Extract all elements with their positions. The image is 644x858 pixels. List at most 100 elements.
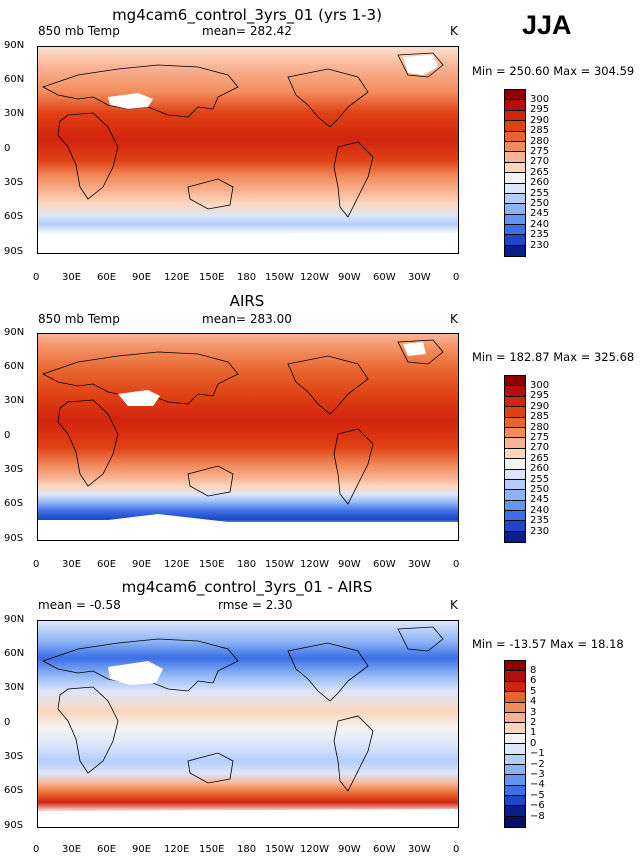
panel3-lon-tick: 30W: [408, 844, 431, 855]
panel1-colorbar-label: 245: [530, 208, 550, 220]
panel1-colorbar-label: 240: [530, 218, 550, 230]
panel1-colorbar-label: 295: [530, 104, 550, 116]
panel1-colorbar-swatch: [505, 235, 525, 246]
panel3-lon-tick: 90W: [338, 844, 361, 855]
panel1-colorbar-swatch: [505, 152, 525, 163]
panel3-colorbar-label: −1: [530, 748, 545, 760]
panel1-colorbar-swatch: [505, 225, 525, 236]
panel2-colorbar-label: 265: [530, 452, 550, 464]
panel3-map: [37, 620, 459, 828]
panel2-colorbar-swatch: [505, 386, 525, 397]
panel3-rmse-label: rmse = 2.30: [218, 598, 293, 612]
panel3-lon-tick: 150W: [265, 844, 294, 855]
panel2-lon-tick: 60W: [373, 559, 396, 570]
panel2-lat-tick: 90N: [4, 327, 25, 338]
panel2-colorbar-label: 295: [530, 390, 550, 402]
panel2-colorbar-swatch: [505, 459, 525, 470]
panel1-lon-tick: 60E: [97, 272, 117, 283]
panel3-colorbar-swatch: [505, 806, 525, 817]
panel2-colorbar-label: 230: [530, 525, 550, 537]
panel1-colorbar-swatch: [505, 110, 525, 122]
panel2-colorbar-swatch: [505, 427, 525, 439]
panel1-lon-tick: 90W: [338, 272, 361, 283]
panel1-lon-tick: 180: [237, 272, 257, 283]
panel3-lon-tick: 90E: [132, 844, 152, 855]
panel2-colorbar-swatch: [505, 531, 525, 543]
panel2-colorbar-label: 285: [530, 411, 550, 423]
panel1-map: [37, 46, 459, 254]
panel1-mean-label: mean= 282.42: [202, 24, 292, 38]
panel2-lon-tick: 30E: [62, 559, 82, 570]
panel2-mean-label: mean= 283.00: [202, 312, 292, 326]
panel1-variable-label: 850 mb Temp: [38, 24, 120, 38]
panel3-lon-tick: 0: [453, 844, 460, 855]
panel2-lon-tick: 90W: [338, 559, 361, 570]
panel3-colorbar-label: 8: [530, 665, 537, 676]
panel2-colorbar-swatch: [505, 376, 525, 387]
panel1-colorbar-swatch: [505, 121, 525, 132]
panel3-colorbar-label: 6: [530, 675, 537, 687]
panel2-colorbar-swatch: [505, 417, 525, 428]
panel1-lon-tick: 120E: [164, 272, 190, 283]
panel2-colorbar-swatch: [505, 500, 525, 512]
panel3-colorbar-swatch: [505, 754, 525, 765]
panel1-colorbar-label: 270: [530, 156, 550, 168]
panel3-lon-tick: 150E: [199, 844, 225, 855]
panel3-colorbar-label: −3: [530, 769, 545, 780]
panel2-lon-tick: 180: [237, 559, 257, 570]
panel2-lon-tick: 0: [33, 559, 40, 570]
panel2-colorbar-label: 250: [530, 484, 550, 495]
panel2-lat-tick: 90S: [4, 533, 24, 544]
panel2-lon-tick: 150W: [265, 559, 294, 570]
panel2-lon-tick: 150E: [199, 559, 225, 570]
panel1-colorbar-swatch: [505, 100, 525, 111]
panel1-colorbar: [504, 89, 526, 257]
panel2-colorbar-swatch: [505, 479, 525, 491]
panel3-lon-tick: 60W: [373, 844, 396, 855]
panel3-lon-tick: 120W: [300, 844, 329, 855]
panel2-colorbar-label: 240: [530, 504, 550, 516]
panel2-colorbar-swatch: [505, 438, 525, 449]
panel3-colorbar-label: −5: [530, 789, 545, 801]
panel3-colorbar-label: 3: [530, 706, 537, 718]
panel2-colorbar-label: 255: [530, 473, 550, 485]
panel3-colorbar-swatch: [505, 692, 525, 703]
panel2-colorbar-swatch: [505, 396, 525, 408]
panel3-unit: K: [450, 598, 458, 612]
panel2-colorbar: [504, 375, 526, 543]
panel1-lat-tick: 30S: [4, 177, 24, 188]
panel3-coastlines: [38, 626, 458, 827]
panel2-colorbar-label: 260: [530, 463, 550, 475]
panel3-lat-tick: 30N: [4, 682, 25, 693]
panel1-min-max: Min = 250.60 Max = 304.59: [472, 64, 635, 78]
panel1-colorbar-label: 260: [530, 177, 550, 189]
panel2-colorbar-label: 235: [530, 515, 550, 527]
panel1-lon-tick: 60W: [373, 272, 396, 283]
panel2-lon-tick: 30W: [408, 559, 431, 570]
panel3-lat-tick: 60S: [4, 785, 24, 796]
panel3-title: mg4cam6_control_3yrs_01 - AIRS: [121, 578, 373, 596]
season-label: JJA: [522, 10, 572, 40]
panel3-colorbar-swatch: [505, 785, 525, 797]
panel2-lat-tick: 60N: [4, 361, 25, 372]
panel3-colorbar-label: 1: [530, 727, 537, 739]
panel3-lon-tick: 180: [237, 844, 257, 855]
panel2-lon-tick: 120W: [300, 559, 329, 570]
panel2-colorbar-swatch: [505, 511, 525, 522]
panel3-colorbar-label: 2: [530, 717, 537, 728]
panel3-colorbar-swatch: [505, 712, 525, 724]
panel1-lon-tick: 120W: [300, 272, 329, 283]
panel3-colorbar-label: 4: [530, 696, 537, 708]
panel3-lat-tick: 60N: [4, 648, 25, 659]
panel1-title: mg4cam6_control_3yrs_01 (yrs 1-3): [112, 6, 382, 24]
panel3-colorbar-swatch: [505, 681, 525, 693]
panel3-lat-tick: 90N: [4, 614, 25, 625]
panel1-lon-tick: 150E: [199, 272, 225, 283]
panel3-colorbar-swatch: [505, 816, 525, 828]
panel1-colorbar-swatch: [505, 162, 525, 174]
panel3-lat-tick: 90S: [4, 820, 24, 831]
panel3-colorbar-label: −8: [530, 810, 545, 822]
panel3-lat-tick: 30S: [4, 751, 24, 762]
panel2-lon-tick: 60E: [97, 559, 117, 570]
panel2-lon-tick: 0: [453, 559, 460, 570]
